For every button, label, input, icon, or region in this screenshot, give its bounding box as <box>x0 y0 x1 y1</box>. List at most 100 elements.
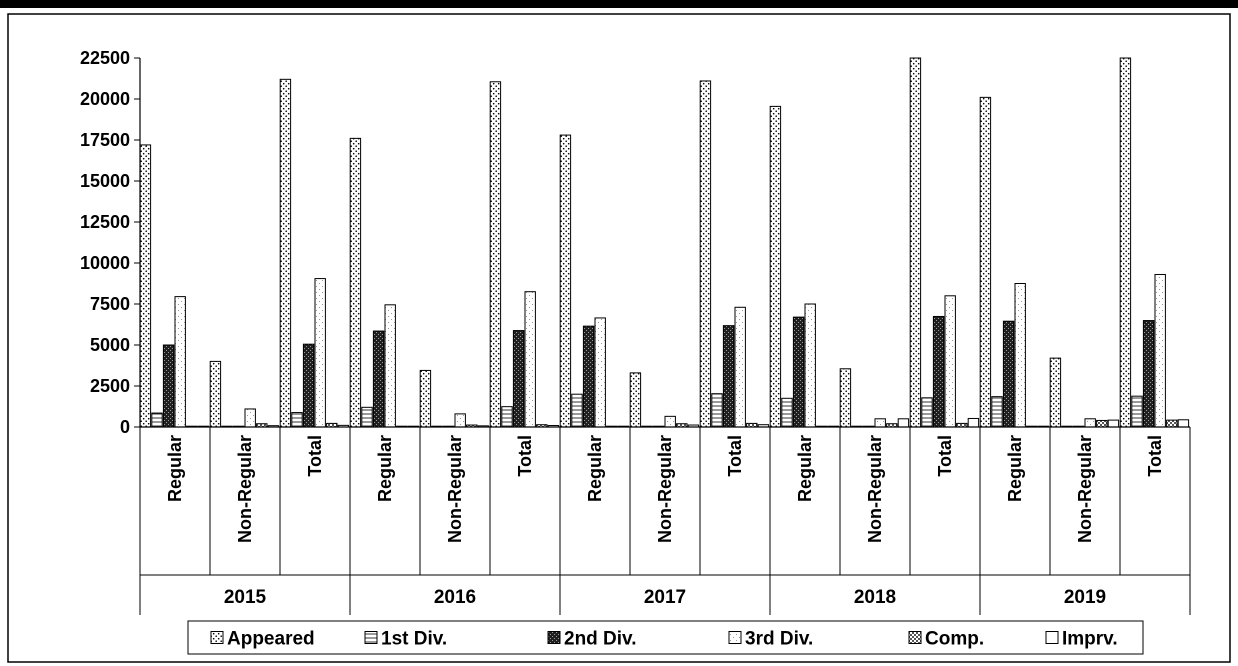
category-label: Non-Regular <box>655 435 675 543</box>
y-tick-label: 10000 <box>80 253 130 273</box>
y-tick-label: 0 <box>120 417 130 437</box>
bar-appeared <box>139 144 152 428</box>
year-label: 2019 <box>1064 587 1106 608</box>
top-bar <box>0 0 1238 8</box>
bar-imprv <box>967 417 980 428</box>
bar-appeared <box>769 105 782 428</box>
year-label: 2017 <box>644 587 686 608</box>
category-label: Total <box>305 435 325 477</box>
bar-2nd-div <box>512 330 525 428</box>
bar-3rd-div <box>944 295 956 428</box>
legend-box <box>187 620 1144 655</box>
category-label: Total <box>515 435 535 477</box>
legend-label: 2nd Div. <box>564 629 637 650</box>
bar-1st-div <box>501 406 513 428</box>
bar-2nd-div <box>1142 320 1155 428</box>
legend-swatch <box>908 631 922 644</box>
legend-swatch <box>728 631 742 644</box>
legend-swatch <box>364 631 378 644</box>
y-tick-label: 20000 <box>80 89 130 109</box>
y-tick-label: 5000 <box>90 335 130 355</box>
bar-3rd-div <box>1154 273 1166 428</box>
bar-2nd-div <box>792 316 805 428</box>
bar-3rd-div <box>874 418 886 428</box>
bar-3rd-div <box>174 296 186 428</box>
bar-3rd-div <box>804 303 816 428</box>
category-label: Total <box>935 435 955 477</box>
bar-2nd-div <box>302 343 315 428</box>
bar-3rd-div <box>244 408 256 428</box>
bar-1st-div <box>1131 395 1143 428</box>
bar-appeared <box>1119 57 1132 428</box>
bar-3rd-div <box>1084 418 1096 428</box>
bar-1st-div <box>991 396 1003 428</box>
y-tick-label: 15000 <box>80 171 130 191</box>
legend: Appeared 1st Div. 2nd Div. 3rd Div. Comp. Imp… <box>187 620 1144 655</box>
bar-appeared <box>489 81 502 428</box>
bar-comp <box>1096 419 1108 428</box>
bar-appeared <box>349 137 362 428</box>
category-label: Regular <box>1005 435 1025 502</box>
category-label: Non-Regular <box>445 435 465 543</box>
bar-appeared <box>209 360 222 428</box>
y-tick-label: 2500 <box>90 376 130 396</box>
bar-2nd-div <box>1002 320 1015 428</box>
category-label: Regular <box>585 435 605 502</box>
legend-swatch <box>1045 631 1059 644</box>
category-label: Regular <box>165 435 185 502</box>
year-label: 2015 <box>224 587 267 608</box>
category-label: Non-Regular <box>1075 435 1095 543</box>
bar-appeared <box>629 372 642 428</box>
category-label: Regular <box>375 435 395 502</box>
legend-label: Comp. <box>925 629 984 650</box>
chart-frame <box>7 13 1231 663</box>
y-tick-label: 17500 <box>80 130 130 150</box>
bar-2nd-div <box>582 325 595 428</box>
bar-1st-div <box>571 393 583 428</box>
category-label: Regular <box>795 435 815 502</box>
y-tick-label: 12500 <box>80 212 130 232</box>
bar-comp <box>1166 419 1178 428</box>
bar-1st-div <box>291 412 303 428</box>
bar-3rd-div <box>594 317 606 428</box>
legend-swatch <box>210 631 224 644</box>
bar-appeared <box>909 57 922 428</box>
bar-imprv <box>1107 419 1120 428</box>
bar-3rd-div <box>524 291 536 428</box>
bar-appeared <box>839 368 852 428</box>
category-label: Total <box>725 435 745 477</box>
bar-2nd-div <box>372 330 385 428</box>
bar-3rd-div <box>454 413 466 428</box>
bar-appeared <box>979 96 992 428</box>
legend-label: 3rd Div. <box>745 629 813 650</box>
bars <box>139 57 1190 428</box>
bar-appeared <box>559 134 572 428</box>
bar-2nd-div <box>932 315 945 428</box>
year-label: 2016 <box>434 587 476 608</box>
category-label: Non-Regular <box>235 435 255 543</box>
bar-1st-div <box>711 393 723 428</box>
bar-imprv <box>1177 419 1190 428</box>
bar-appeared <box>419 369 432 428</box>
bar-3rd-div <box>314 278 326 428</box>
legend-swatch <box>547 631 561 644</box>
bar-1st-div <box>151 412 163 428</box>
bar-appeared <box>279 78 292 428</box>
category-label: Total <box>1145 435 1165 477</box>
bar-3rd-div <box>1014 283 1026 428</box>
y-axis: 0 2500 5000 7500 10000 12500 15000 17500 20000 22… <box>80 48 141 437</box>
legend-label: Appeared <box>227 629 315 650</box>
bar-1st-div <box>921 397 933 428</box>
bar-1st-div <box>781 397 793 428</box>
y-tick-label: 7500 <box>90 294 130 314</box>
bar-3rd-div <box>664 415 676 428</box>
bar-appeared <box>1049 357 1062 428</box>
bar-2nd-div <box>722 325 735 428</box>
bar-appeared <box>699 80 712 428</box>
bar-2nd-div <box>162 344 175 428</box>
y-tick-label: 22500 <box>80 48 130 68</box>
legend-label: 1st Div. <box>381 629 447 650</box>
x-axis: Regular Non-Regular Total Regular Non-Regula… <box>139 426 1191 615</box>
year-label: 2018 <box>854 587 896 608</box>
bar-1st-div <box>361 406 373 428</box>
